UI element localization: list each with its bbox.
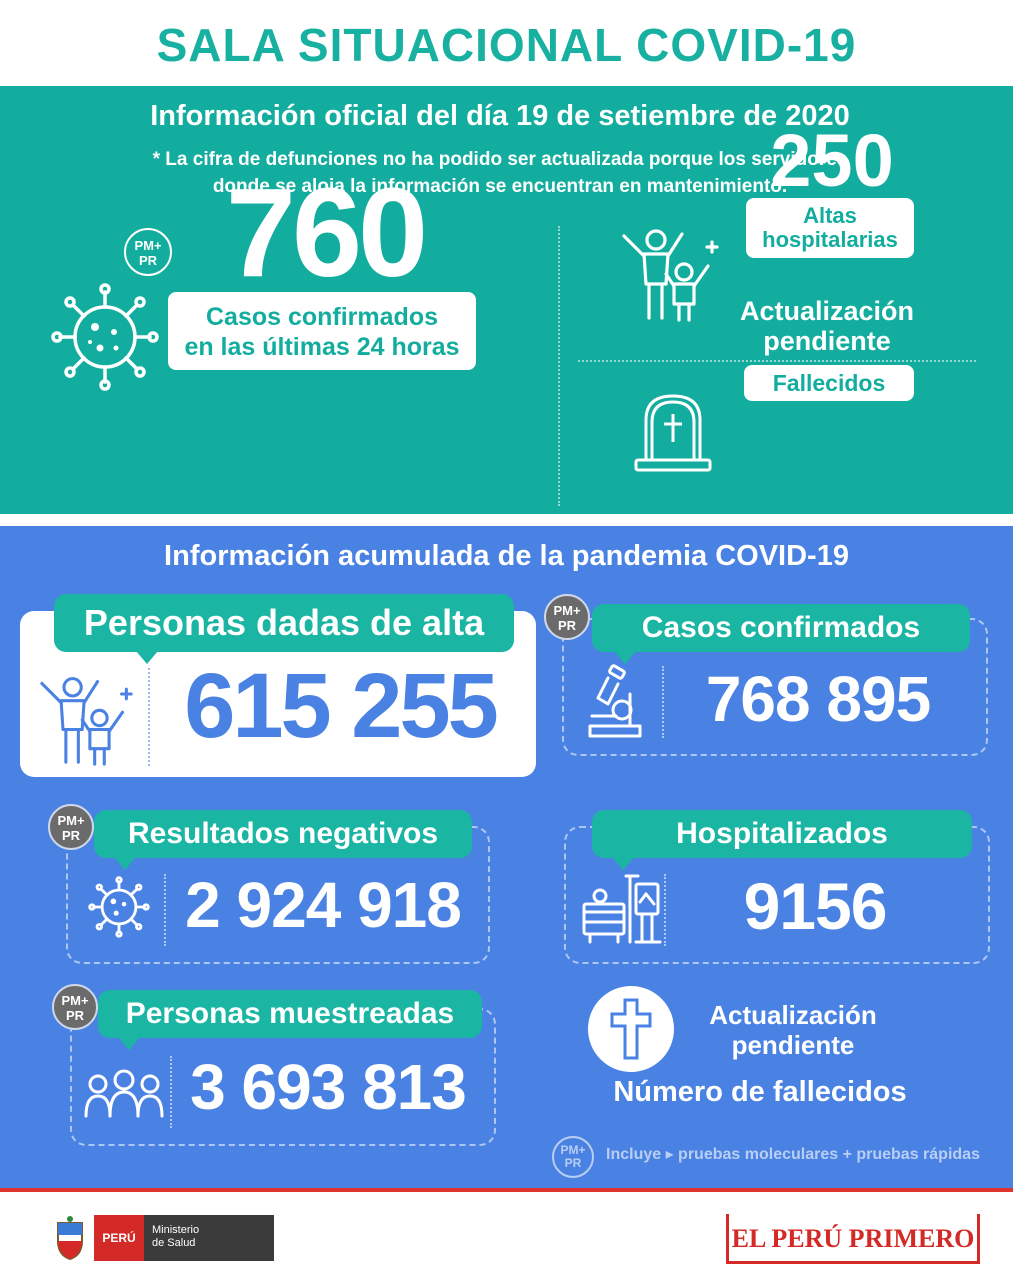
separator: [662, 666, 664, 738]
footer-divider: [0, 1188, 1013, 1192]
separator: [664, 874, 666, 946]
status-line-1: Actualización: [709, 1000, 877, 1030]
confirmed-pill: Casos confirmados: [592, 604, 970, 664]
ministry-logo: PERÚ Ministerio de Salud: [52, 1213, 274, 1263]
coat-of-arms-icon: [57, 1216, 83, 1261]
ministry-label: Ministerio de Salud: [144, 1215, 274, 1261]
badge-line-2: PR: [65, 1008, 85, 1023]
badge-line-1: PM+: [560, 1143, 586, 1157]
discharged-pill: Personas dadas de alta: [54, 594, 514, 664]
status-line-2: pendiente: [731, 1030, 855, 1060]
daily-discharges-value: 250: [770, 119, 894, 202]
pm-pr-legend-badge: PM+ PR: [552, 1136, 594, 1178]
separator: [170, 1056, 172, 1128]
brand-logo: EL PERÚ PRIMERO: [726, 1214, 980, 1264]
hospital-bed-icon: [582, 874, 662, 944]
discharged-value: 615 255: [184, 655, 499, 757]
ministry-line-1: Ministerio: [152, 1224, 200, 1236]
negative-label: Resultados negativos: [127, 817, 439, 850]
status-line-1: Actualización: [739, 296, 915, 326]
separator: [148, 668, 150, 766]
horizontal-divider: [578, 360, 976, 362]
pm-pr-badge: PM+ PR: [52, 984, 98, 1030]
pm-pr-badge: PM+ PR: [544, 594, 590, 640]
badge-line-1: PM+: [134, 238, 162, 253]
family-icon: [84, 1069, 164, 1118]
negative-pill: Resultados negativos: [94, 810, 472, 870]
note-line-1: * La cifra de defunciones no ha podido s…: [152, 149, 848, 170]
pm-pr-legend-text: Incluye ▸ pruebas moleculares + pruebas …: [606, 1146, 980, 1163]
negative-value: 2 924 918: [185, 869, 462, 941]
hospitalized-value: 9156: [743, 869, 888, 943]
note-line-2: donde se aloja la información se encuent…: [212, 176, 788, 197]
cumulative-deaths-label: Número de fallecidos: [613, 1076, 907, 1108]
celebration-icon: [622, 229, 719, 322]
discharged-label: Personas dadas de alta: [83, 602, 485, 643]
peru-label: PERÚ: [94, 1215, 144, 1261]
badge-line-1: PM+: [57, 813, 85, 828]
confirmed-value: 768 895: [705, 663, 931, 735]
pm-pr-badge: PM+ PR: [124, 228, 172, 276]
badge-line-2: PR: [138, 253, 158, 268]
page-title: SALA SITUACIONAL COVID-19: [156, 19, 857, 71]
cases-label-line-1: Casos confirmados: [205, 303, 438, 331]
virus-icon: [88, 876, 150, 938]
celebration-icon: [40, 677, 133, 766]
ministry-line-2: de Salud: [152, 1237, 196, 1249]
daily-subtitle: Información oficial del día 19 de setiem…: [150, 100, 850, 132]
discharges-label-line-2: hospitalarias: [762, 227, 898, 252]
hospitalized-label: Hospitalizados: [676, 817, 888, 850]
cross-icon: [610, 998, 652, 1060]
microscope-icon: [588, 664, 642, 738]
badge-line-2: PR: [557, 618, 577, 633]
badge-line-1: PM+: [553, 603, 581, 618]
maintenance-note: * La cifra de defunciones no ha podido s…: [100, 146, 900, 200]
cases-label-line-2: en las últimas 24 horas: [184, 333, 460, 361]
pm-pr-badge: PM+ PR: [48, 804, 94, 850]
daily-deaths-label: Fallecidos: [744, 365, 914, 401]
daily-discharges-label: Altas hospitalarias: [746, 198, 914, 258]
badge-line-2: PR: [61, 828, 81, 843]
daily-cases-value: 760: [225, 162, 428, 303]
confirmed-label: Casos confirmados: [641, 611, 921, 644]
badge-line-2: PR: [564, 1156, 582, 1170]
tombstone-icon: [634, 394, 712, 472]
hospitalized-pill: Hospitalizados: [592, 810, 972, 870]
daily-cases-label: Casos confirmados en las últimas 24 hora…: [168, 292, 476, 370]
vertical-divider: [558, 226, 560, 506]
sampled-pill: Personas muestreadas: [98, 990, 482, 1050]
separator: [164, 874, 166, 946]
discharges-label-line-1: Altas: [803, 203, 857, 228]
daily-deaths-status: Actualización pendiente: [720, 296, 934, 356]
cumulative-deaths-status: Actualización pendiente: [680, 1000, 906, 1060]
virus-icon: [51, 283, 159, 391]
badge-line-1: PM+: [61, 993, 89, 1008]
status-line-2: pendiente: [763, 326, 891, 356]
cumulative-subtitle: Información acumulada de la pandemia COV…: [164, 540, 849, 572]
sampled-value: 3 693 813: [190, 1051, 467, 1123]
sampled-label: Personas muestreadas: [125, 997, 455, 1030]
